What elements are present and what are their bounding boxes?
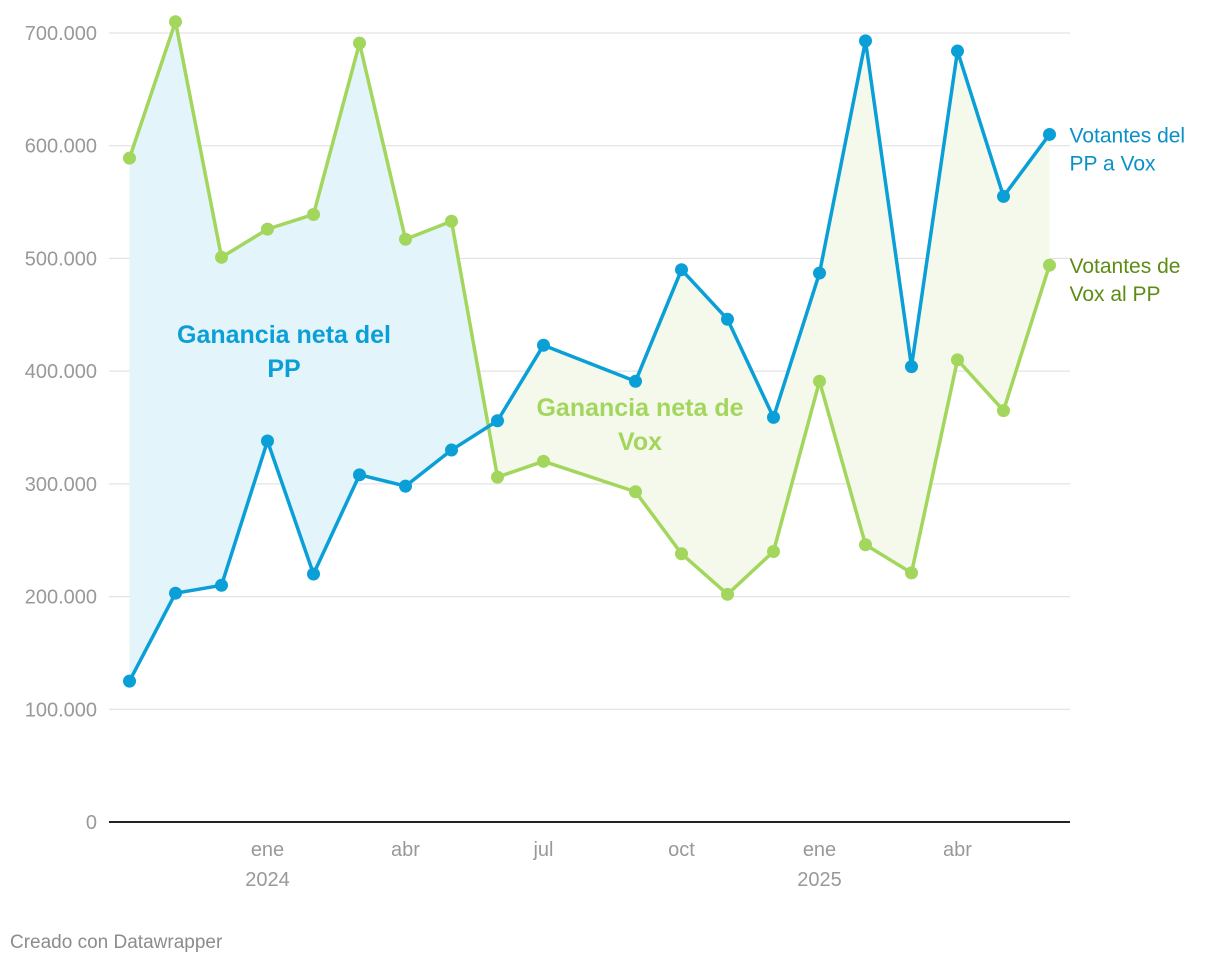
point-vox-al-pp [399,232,412,246]
point-vox-al-pp [675,547,688,561]
point-pp-a-vox [951,44,964,58]
x-tick-label: jul [532,839,553,861]
series-lines [127,19,1052,683]
point-pp-a-vox [675,263,688,277]
point-pp-a-vox [353,468,366,482]
annotations: Votantes del PP a Vox Votantes de Vox al PP… [177,124,1185,456]
point-pp-a-vox [629,374,642,388]
x-tick-label: ene [803,839,836,861]
point-vox-al-pp [261,222,274,236]
point-vox-al-pp [997,404,1010,418]
y-tick-label: 500.000 [25,248,97,270]
point-vox-al-pp [169,15,182,29]
point-pp-a-vox [261,434,274,448]
point-vox-al-pp [491,470,504,484]
data-points [123,15,1056,688]
line-pp-a-vox [127,39,1052,683]
point-vox-al-pp [721,587,734,601]
x-tick-label: abr [943,839,972,861]
annotation-ganancia-vox: Vox [618,428,662,456]
y-tick-label: 600.000 [25,136,97,158]
x-tick-label: oct [668,839,695,861]
series-label-vox-al-pp: Votantes de [1070,255,1181,278]
point-pp-a-vox [997,189,1010,203]
annotation-ganancia-pp: Ganancia neta del [177,321,391,349]
point-vox-al-pp [537,454,550,468]
point-vox-al-pp [307,207,320,221]
point-vox-al-pp [353,36,366,50]
point-vox-al-pp [951,353,964,367]
annotation-ganancia-vox: Ganancia neta de [536,394,743,422]
series-label-pp-a-vox: PP a Vox [1070,152,1157,175]
annotation-ganancia-pp: PP [267,355,300,383]
point-vox-al-pp [629,485,642,499]
point-vox-al-pp [1043,258,1056,272]
point-pp-a-vox [813,266,826,280]
footer-credit: Creado con Datawrapper [10,932,223,953]
point-vox-al-pp [813,374,826,388]
point-vox-al-pp [215,250,228,264]
y-tick-label: 100.000 [25,699,97,721]
x-tick-year-label: 2025 [797,869,842,891]
point-pp-a-vox [169,586,182,600]
y-tick-label: 300.000 [25,474,97,496]
point-vox-al-pp [123,151,136,165]
point-pp-a-vox [905,360,918,374]
line-vox-al-pp [127,19,1052,597]
y-tick-label: 400.000 [25,361,97,383]
point-pp-a-vox [215,578,228,592]
point-pp-a-vox [859,34,872,48]
difference-areas [129,21,1050,682]
axes: 0 100.000 200.000 300.000 400.000 500.000 600.… [25,23,1070,891]
point-pp-a-vox [1043,127,1056,141]
area-ganancia-vox [488,40,1050,595]
point-pp-a-vox [491,414,504,428]
area-ganancia-pp [129,21,489,682]
point-pp-a-vox [123,674,136,688]
x-tick-label: ene [251,839,284,861]
point-vox-al-pp [445,214,458,228]
point-pp-a-vox [767,410,780,424]
series-label-vox-al-pp: Vox al PP [1070,283,1161,306]
point-pp-a-vox [399,479,412,493]
point-pp-a-vox [721,312,734,326]
point-pp-a-vox [307,567,320,581]
y-tick-label: 700.000 [25,23,97,45]
point-pp-a-vox [445,443,458,457]
point-vox-al-pp [767,544,780,558]
point-pp-a-vox [537,338,550,352]
y-tick-label: 200.000 [25,587,97,609]
point-vox-al-pp [859,538,872,552]
series-label-pp-a-vox: Votantes del [1070,124,1186,147]
point-vox-al-pp [905,566,918,580]
x-tick-label: abr [391,839,420,861]
x-tick-year-label: 2024 [245,869,290,891]
y-tick-label: 0 [86,812,97,834]
